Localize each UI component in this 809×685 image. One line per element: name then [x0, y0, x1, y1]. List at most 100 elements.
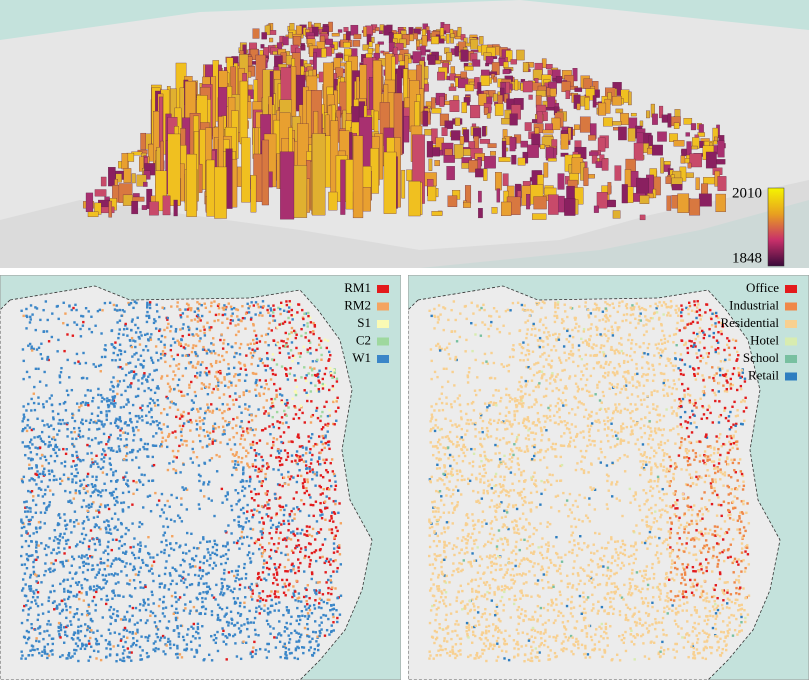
building	[224, 420, 226, 422]
building	[534, 197, 547, 210]
building	[272, 416, 274, 418]
building	[250, 363, 252, 365]
building	[181, 486, 183, 488]
building	[104, 550, 106, 552]
building	[281, 485, 283, 487]
building	[56, 538, 58, 540]
building	[61, 654, 63, 656]
building	[67, 500, 69, 502]
building	[232, 427, 234, 429]
building	[108, 573, 110, 575]
building	[182, 312, 184, 314]
building	[154, 392, 156, 394]
building	[66, 422, 68, 424]
building	[108, 629, 110, 631]
building	[147, 349, 149, 351]
building	[324, 373, 326, 375]
building	[320, 415, 322, 417]
building	[65, 609, 67, 611]
building	[302, 446, 304, 448]
building	[134, 568, 136, 570]
building	[277, 469, 279, 471]
building	[268, 532, 270, 534]
building	[243, 391, 245, 393]
building	[318, 435, 320, 437]
building	[310, 382, 312, 384]
building	[479, 36, 483, 44]
building	[225, 553, 227, 555]
building	[215, 362, 217, 364]
building	[276, 411, 278, 413]
building	[201, 419, 203, 421]
building	[287, 611, 289, 613]
building	[254, 349, 256, 351]
building	[199, 319, 201, 321]
building	[297, 558, 299, 560]
building	[235, 385, 237, 387]
building	[282, 614, 284, 616]
building	[278, 609, 280, 611]
building	[230, 532, 232, 534]
building	[56, 446, 58, 448]
building	[221, 488, 223, 490]
building	[274, 590, 276, 592]
building	[279, 641, 281, 643]
building	[278, 566, 280, 568]
building	[249, 343, 251, 345]
building	[238, 516, 240, 518]
building	[227, 624, 229, 626]
building	[287, 589, 289, 591]
building	[311, 638, 313, 640]
building	[204, 613, 206, 615]
building	[53, 600, 55, 602]
building	[40, 343, 42, 345]
building	[307, 612, 309, 614]
building	[160, 357, 162, 359]
building	[22, 578, 24, 580]
building	[302, 652, 304, 654]
building	[83, 499, 85, 501]
building	[179, 653, 181, 655]
building	[43, 406, 45, 408]
building	[122, 334, 124, 336]
building	[204, 334, 206, 336]
building	[55, 444, 57, 446]
building	[125, 374, 127, 376]
building	[85, 534, 87, 536]
building	[142, 604, 144, 606]
building	[128, 656, 130, 658]
building	[270, 519, 272, 521]
building	[276, 438, 278, 440]
building	[108, 438, 110, 440]
building	[174, 568, 176, 570]
building	[124, 627, 126, 629]
building	[277, 450, 279, 452]
building	[244, 438, 246, 440]
building	[108, 508, 110, 510]
building	[80, 648, 82, 650]
building	[83, 538, 85, 540]
building	[264, 387, 266, 389]
building	[258, 453, 260, 455]
building	[288, 537, 290, 539]
building	[80, 625, 82, 627]
building	[333, 604, 335, 606]
building	[233, 466, 235, 468]
building	[266, 656, 268, 658]
building	[99, 506, 101, 508]
building	[135, 456, 137, 458]
building	[131, 615, 133, 617]
building	[303, 596, 305, 598]
building	[305, 380, 307, 382]
building	[83, 487, 85, 489]
building	[73, 427, 75, 429]
building	[223, 592, 225, 594]
building	[129, 451, 131, 453]
building	[198, 637, 200, 639]
building	[374, 111, 378, 134]
building	[300, 376, 302, 378]
building	[149, 307, 151, 309]
building	[256, 442, 258, 444]
building	[201, 606, 203, 608]
building	[263, 559, 265, 561]
